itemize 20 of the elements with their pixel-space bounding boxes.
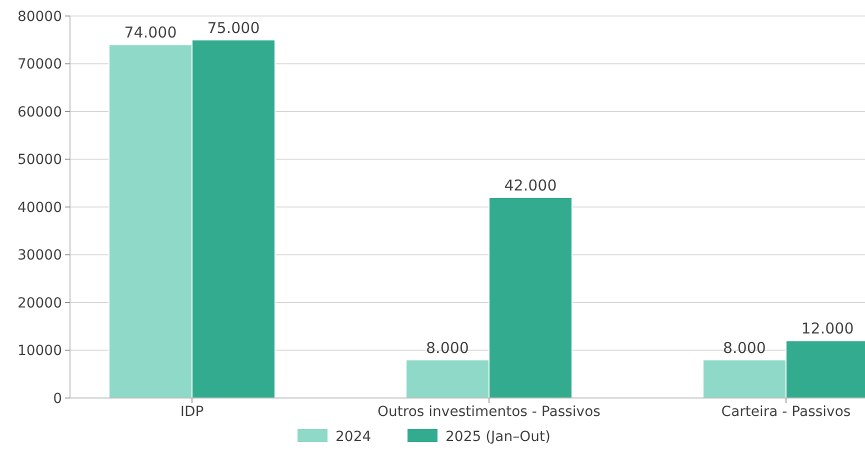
data-label: 75.000: [207, 18, 260, 37]
x-tick-label: Carteira - Passivos: [721, 404, 851, 420]
y-tick-label: 30000: [17, 248, 62, 264]
data-label: 74.000: [124, 24, 177, 42]
legend-label: 2024: [336, 428, 372, 445]
y-tick-label: 80000: [17, 8, 62, 25]
x-tick-label: Outros investimentos - Passivos: [378, 404, 600, 420]
x-tick-label: IDP: [180, 404, 204, 420]
y-tick-label: 70000: [17, 56, 62, 73]
y-tick-label: 40000: [17, 200, 62, 216]
y-tick-label: 0: [53, 390, 62, 407]
legend-label: 2025 (Jan–Out): [446, 428, 550, 445]
y-tick-label: 60000: [17, 104, 62, 120]
y-tick-label: 50000: [17, 152, 62, 168]
data-label: 42.000: [504, 176, 557, 194]
data-label: 8.000: [426, 338, 469, 357]
data-label: 12.000: [801, 320, 854, 338]
y-tick-label: 20000: [17, 295, 62, 312]
y-tick-label: 10000: [17, 343, 62, 360]
data-label: 8.000: [723, 338, 766, 357]
